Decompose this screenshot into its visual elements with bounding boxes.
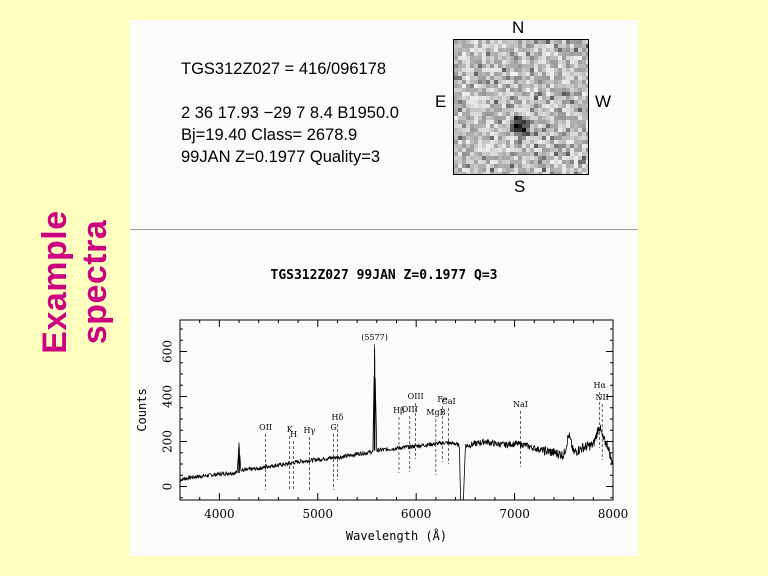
line-label: NaI xyxy=(513,400,528,409)
y-axis-label: Counts xyxy=(135,388,149,431)
line-label: CaI xyxy=(442,397,456,406)
x-tick-label: 5000 xyxy=(302,507,333,521)
compass-north: N xyxy=(512,18,525,37)
x-tick-label: 6000 xyxy=(401,507,432,521)
redshift-quality-line: 99JAN Z=0.1977 Quality=3 xyxy=(181,148,381,166)
line-label: G xyxy=(330,423,336,432)
spectrum-title: TGS312Z027 99JAN Z=0.1977 Q=3 xyxy=(270,268,498,283)
compass-east: E xyxy=(435,92,447,111)
side-title: Example spectra xyxy=(36,210,114,354)
compass-west: W xyxy=(595,92,612,111)
line-label: Hβ xyxy=(393,406,405,415)
line-label: (5577) xyxy=(361,333,388,342)
y-tick-label: 0 xyxy=(161,483,175,491)
line-label: OIII xyxy=(402,405,418,414)
coordinates-line: 2 36 17.93 −29 7 8.4 B1950.0 xyxy=(181,104,399,122)
line-label: H xyxy=(290,430,297,439)
content-panel: TGS312Z027 = 416/096178 2 36 17.93 −29 7… xyxy=(130,18,638,556)
magnitude-class-line: Bj=19.40 Class= 2678.9 xyxy=(181,126,358,144)
compass-south: S xyxy=(514,177,526,196)
spectrum-chart: 4000 5000 6000 7000 8000 0 200 400 600 (5577) OII… xyxy=(135,319,629,543)
line-label: Hδ xyxy=(332,413,344,422)
y-tick-label: 600 xyxy=(161,340,175,363)
line-label: NII xyxy=(596,393,609,402)
object-id-line: TGS312Z027 = 416/096178 xyxy=(181,60,387,78)
line-label: Fe xyxy=(437,395,447,404)
line-label: OIII xyxy=(408,392,424,401)
line-label: Hα xyxy=(594,381,607,390)
thumbnail-image xyxy=(454,40,588,174)
spectrum-series-line xyxy=(179,346,614,501)
x-axis-label: Wavelength (Å) xyxy=(346,528,447,543)
x-tick-label: 7000 xyxy=(499,507,530,521)
line-label: OII xyxy=(259,423,272,432)
divider xyxy=(130,229,638,230)
line-label: Hγ xyxy=(304,426,316,435)
line-label: MgB xyxy=(426,408,445,417)
x-tick-label: 4000 xyxy=(204,507,235,521)
object-thumbnail xyxy=(453,39,589,175)
x-tick-label: 8000 xyxy=(598,507,629,521)
y-tick-label: 200 xyxy=(161,430,175,453)
line-label: K xyxy=(287,425,294,434)
y-tick-label: 400 xyxy=(161,385,175,408)
